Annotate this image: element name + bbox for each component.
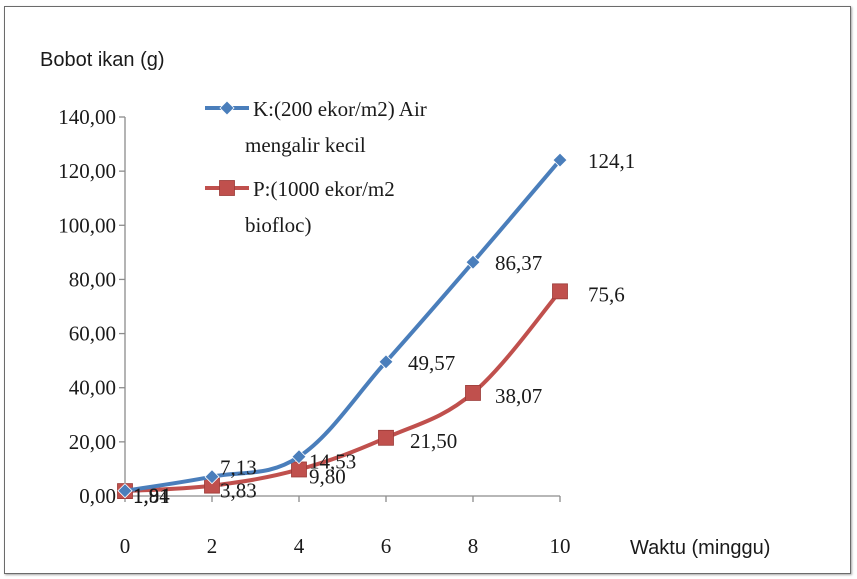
y-tick-label: 100,00 — [58, 213, 116, 237]
legend-marker — [219, 100, 235, 116]
data-point — [378, 354, 394, 370]
legend-label: biofloc) — [245, 213, 311, 237]
series-line — [124, 158, 562, 493]
y-tick-label: 20,00 — [69, 430, 116, 454]
y-axis-label: Bobot ikan (g) — [40, 49, 165, 71]
data-label: 124,1 — [588, 149, 635, 173]
data-label: 86,37 — [495, 251, 542, 275]
data-label: 9,80 — [309, 464, 346, 488]
chart-frame — [4, 6, 851, 574]
data-label: 21,50 — [410, 429, 457, 453]
x-tick-label: 6 — [381, 534, 392, 558]
axes — [119, 116, 561, 502]
x-tick-label: 4 — [294, 534, 305, 558]
data-labels: 1,94 7,13 14,53 49,57 86,37 124,1 1,81 3,83 9,80… — [133, 149, 635, 508]
data-point — [465, 254, 481, 270]
x-axis-label: Waktu (minggu) — [630, 537, 770, 559]
series-group — [117, 152, 568, 500]
y-tick-label: 80,00 — [69, 267, 116, 291]
data-label: 38,07 — [495, 384, 542, 408]
x-tick-labels: 0 2 4 6 8 10 — [120, 534, 571, 558]
x-tick-label: 10 — [550, 534, 571, 558]
series-k — [117, 152, 568, 499]
x-tick-label: 0 — [120, 534, 131, 558]
data-label: 14,53 — [309, 450, 356, 474]
data-point — [552, 152, 568, 168]
data-point — [465, 385, 481, 401]
y-tick-label: 40,00 — [69, 376, 116, 400]
data-label: 7,13 — [220, 456, 257, 480]
legend-item: P:(1000 ekor/m2 biofloc) — [205, 177, 395, 237]
legend-label: P:(1000 ekor/m2 — [253, 177, 395, 201]
data-point — [378, 429, 394, 446]
data-label: 49,57 — [408, 351, 455, 375]
data-point — [204, 469, 220, 485]
data-label: 75,6 — [588, 282, 625, 306]
y-tick-label: 120,00 — [58, 159, 116, 183]
legend: K:(200 ekor/m2) Air mengalir kecil P:(1000… — [205, 97, 427, 237]
y-tick-label: 140,00 — [58, 105, 116, 129]
data-label: 1,94 — [133, 484, 170, 508]
data-label: 1,81 — [133, 484, 170, 508]
data-point — [552, 283, 568, 300]
x-tick-label: 2 — [207, 534, 218, 558]
y-tick-labels: 0,00 20,00 40,00 60,00 80,00 100,00 120,00 140,… — [58, 105, 116, 508]
data-label: 3,83 — [220, 479, 257, 503]
legend-label: mengalir kecil — [245, 133, 366, 157]
y-tick-label: 0,00 — [79, 484, 116, 508]
legend-item: K:(200 ekor/m2) Air mengalir kecil — [205, 97, 427, 157]
data-point — [117, 483, 133, 499]
data-point — [291, 449, 307, 465]
legend-label: K:(200 ekor/m2) Air — [253, 97, 427, 121]
legend-marker — [219, 180, 235, 196]
y-tick-label: 60,00 — [69, 322, 116, 346]
x-tick-label: 8 — [468, 534, 479, 558]
